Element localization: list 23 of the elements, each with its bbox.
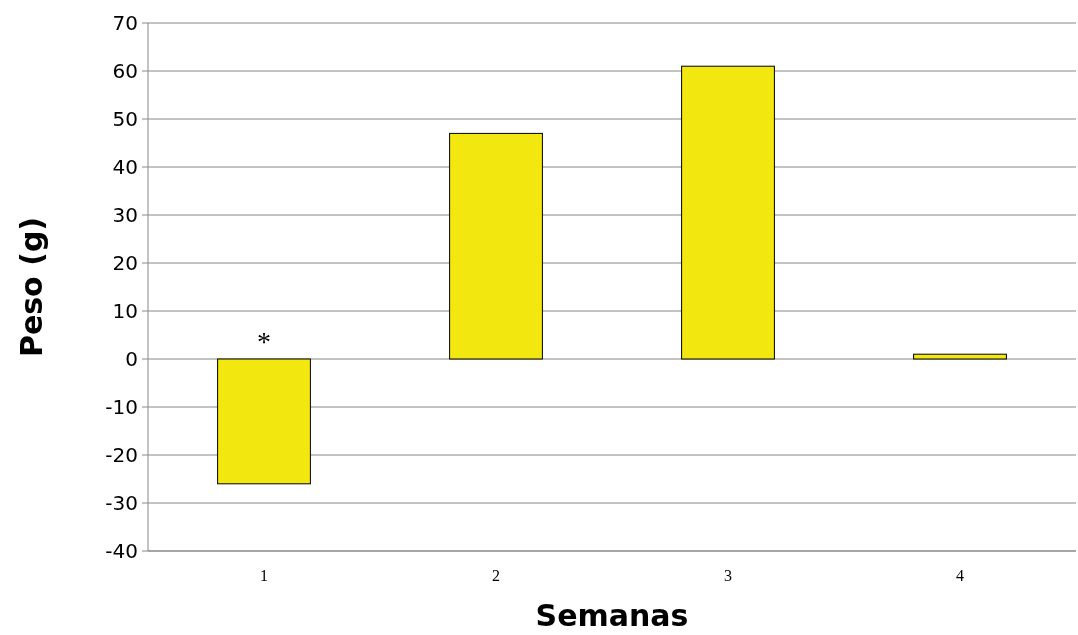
y-tick-label: 20 [112, 251, 138, 275]
y-tick-label: -40 [105, 539, 138, 563]
x-tick-label: 4 [956, 567, 964, 584]
annotation: * [257, 326, 271, 357]
y-tick-label: -30 [105, 491, 138, 515]
y-tick-label: 40 [112, 155, 138, 179]
bar [217, 358, 311, 485]
y-tick-label: 30 [112, 203, 138, 227]
x-tick-label: 3 [724, 567, 732, 584]
y-tick-label: -10 [105, 395, 138, 419]
bar [449, 132, 543, 360]
y-tick-label: 70 [112, 11, 138, 35]
y-tick-label: 50 [112, 107, 138, 131]
y-tick-label: 0 [125, 347, 138, 371]
x-tick-label: 1 [260, 567, 268, 584]
bar [913, 353, 1007, 360]
y-tick-label: 60 [112, 59, 138, 83]
y-tick-label: -20 [105, 443, 138, 467]
x-axis-title: Semanas [535, 598, 689, 633]
bar [681, 65, 775, 360]
y-tick-label: 10 [112, 299, 138, 323]
x-tick-label: 2 [492, 567, 500, 584]
y-axis-title: Peso (g) [14, 216, 49, 358]
